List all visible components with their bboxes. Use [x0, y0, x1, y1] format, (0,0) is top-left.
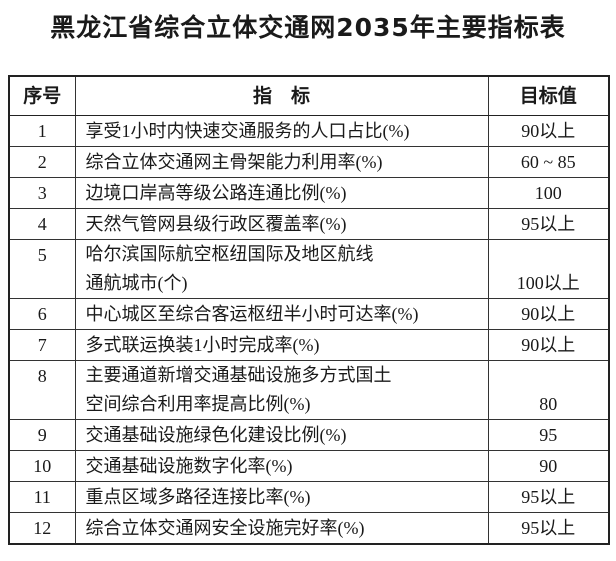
table-row: 4 天然气管网县级行政区覆盖率(%) 95以上 [8, 208, 610, 240]
row-number: 4 [8, 208, 76, 240]
target-value: 90以上 [487, 298, 610, 330]
indicator: 交通基础设施数字化率(%) [74, 450, 489, 482]
table-row: 5 哈尔滨国际航空枢纽国际及地区航线 通航城市(个) 100以上 [8, 239, 610, 299]
table-row: 10 交通基础设施数字化率(%) 90 [8, 450, 610, 482]
indicator: 哈尔滨国际航空枢纽国际及地区航线 通航城市(个) [74, 239, 489, 299]
row-number: 1 [8, 115, 76, 147]
row-number: 2 [8, 146, 76, 178]
row-number: 3 [8, 177, 76, 209]
indicator: 天然气管网县级行政区覆盖率(%) [74, 208, 489, 240]
header-cell: 目标值 [487, 75, 610, 116]
header-cell: 序号 [8, 75, 76, 116]
indicator: 交通基础设施绿色化建设比例(%) [74, 419, 489, 451]
row-number: 6 [8, 298, 76, 330]
indicator: 中心城区至综合客运枢纽半小时可达率(%) [74, 298, 489, 330]
indicator: 多式联运换装1小时完成率(%) [74, 329, 489, 361]
row-number: 9 [8, 419, 76, 451]
row-number: 5 [8, 239, 76, 299]
table-row: 1 享受1小时内快速交通服务的人口占比(%) 90以上 [8, 115, 610, 147]
table-row: 6 中心城区至综合客运枢纽半小时可达率(%) 90以上 [8, 298, 610, 330]
row-number: 8 [8, 360, 76, 420]
table-row: 11 重点区域多路径连接比率(%) 95以上 [8, 481, 610, 513]
target-value: 95 [487, 419, 610, 451]
target-value: 90 [487, 450, 610, 482]
target-value: 90以上 [487, 329, 610, 361]
table-row: 2 综合立体交通网主骨架能力利用率(%) 60 ~ 85 [8, 146, 610, 178]
target-value: 95以上 [487, 481, 610, 513]
indicator: 重点区域多路径连接比率(%) [74, 481, 489, 513]
row-number: 12 [8, 512, 76, 545]
indicator: 综合立体交通网安全设施完好率(%) [74, 512, 489, 545]
target-value: 95以上 [487, 512, 610, 545]
title: 黑龙江省综合立体交通网2035年主要指标表 [50, 13, 566, 42]
row-number: 11 [8, 481, 76, 513]
indicator: 综合立体交通网主骨架能力利用率(%) [74, 146, 489, 178]
target-value: 100 [487, 177, 610, 209]
indicator: 边境口岸高等级公路连通比例(%) [74, 177, 489, 209]
table-row: 3 边境口岸高等级公路连通比例(%) 100 [8, 177, 610, 209]
table-row: 12 综合立体交通网安全设施完好率(%) 95以上 [8, 512, 610, 545]
target-value: 95以上 [487, 208, 610, 240]
indicator-table: 序号指 标目标值 1 享受1小时内快速交通服务的人口占比(%) 90以上 2 综合立体交… [8, 75, 610, 545]
target-value: 80 [487, 360, 610, 420]
indicator: 享受1小时内快速交通服务的人口占比(%) [74, 115, 489, 147]
target-value: 100以上 [487, 239, 610, 299]
table-row: 7 多式联运换装1小时完成率(%) 90以上 [8, 329, 610, 361]
target-value: 90以上 [487, 115, 610, 147]
header-row: 序号指 标目标值 [8, 75, 610, 116]
table-row: 8 主要通道新增交通基础设施多方式国土 空间综合利用率提高比例(%) 80 [8, 360, 610, 420]
table-body: 1 享受1小时内快速交通服务的人口占比(%) 90以上 2 综合立体交通网主骨架能力利用… [8, 115, 610, 545]
row-number: 7 [8, 329, 76, 361]
row-number: 10 [8, 450, 76, 482]
table-row: 9 交通基础设施绿色化建设比例(%) 95 [8, 419, 610, 451]
target-value: 60 ~ 85 [487, 146, 610, 178]
header-cell: 指 标 [74, 75, 489, 116]
indicator: 主要通道新增交通基础设施多方式国土 空间综合利用率提高比例(%) [74, 360, 489, 420]
